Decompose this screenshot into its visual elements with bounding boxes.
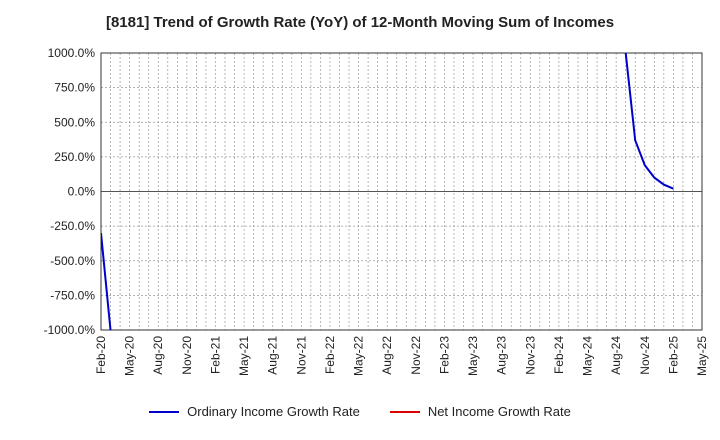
y-tick-label: -250.0% — [50, 219, 95, 233]
y-tick-label: 1000.0% — [48, 46, 96, 60]
x-tick-label: Nov-22 — [409, 336, 423, 375]
x-tick-label: May-24 — [581, 336, 595, 376]
series-lines — [101, 53, 674, 330]
legend-label-ordinary-income: Ordinary Income Growth Rate — [187, 404, 360, 419]
x-tick-label: Feb-21 — [208, 336, 222, 374]
legend-item-ordinary-income: Ordinary Income Growth Rate — [149, 404, 360, 419]
x-tick-label: Nov-24 — [638, 336, 652, 375]
y-tick-label: 750.0% — [54, 81, 95, 95]
tick-labels: 1000.0% 750.0% 500.0% 250.0% 0.0% -250.0% -500… — [44, 46, 709, 376]
x-tick-label: Aug-20 — [151, 336, 165, 375]
axes — [100, 52, 703, 331]
y-tick-label: -750.0% — [50, 288, 95, 302]
x-tick-label: Feb-22 — [323, 336, 337, 374]
series-line-0 — [101, 233, 112, 330]
x-tick-label: May-23 — [466, 336, 480, 376]
x-tick-label: Nov-23 — [523, 336, 537, 375]
x-tick-label: Nov-20 — [180, 336, 194, 375]
x-tick-label: Aug-23 — [495, 336, 509, 375]
chart-title: [8181] Trend of Growth Rate (YoY) of 12-… — [105, 14, 615, 31]
grid-lines — [100, 52, 703, 331]
x-tick-label: Aug-24 — [609, 336, 623, 375]
x-tick-label: May-20 — [123, 336, 137, 376]
x-tick-label: May-25 — [695, 336, 709, 376]
legend-swatch-net-income — [389, 410, 420, 413]
x-tick-label: Feb-20 — [94, 336, 108, 374]
series-line-0 — [624, 53, 674, 190]
x-tick-label: Aug-21 — [266, 336, 280, 375]
x-tick-label: Feb-23 — [437, 336, 451, 374]
x-tick-label: Aug-22 — [380, 336, 394, 375]
x-tick-label: May-22 — [352, 336, 366, 376]
y-tick-label: -500.0% — [50, 254, 95, 268]
y-tick-label: -1000.0% — [44, 323, 96, 337]
y-tick-label: 250.0% — [54, 150, 95, 164]
y-tick-label: 500.0% — [54, 115, 95, 129]
legend-swatch-ordinary-income — [149, 410, 180, 413]
x-tick-label: Feb-25 — [666, 336, 680, 374]
x-tick-label: May-21 — [237, 336, 251, 376]
y-tick-label: 0.0% — [68, 185, 96, 199]
legend-label-net-income: Net Income Growth Rate — [427, 404, 571, 419]
legend: Ordinary Income Growth Rate Net Income G… — [0, 404, 720, 419]
legend-item-net-income: Net Income Growth Rate — [389, 404, 571, 419]
plot-frame — [100, 52, 703, 331]
x-tick-label: Nov-21 — [294, 336, 308, 375]
x-tick-label: Feb-24 — [552, 336, 566, 374]
